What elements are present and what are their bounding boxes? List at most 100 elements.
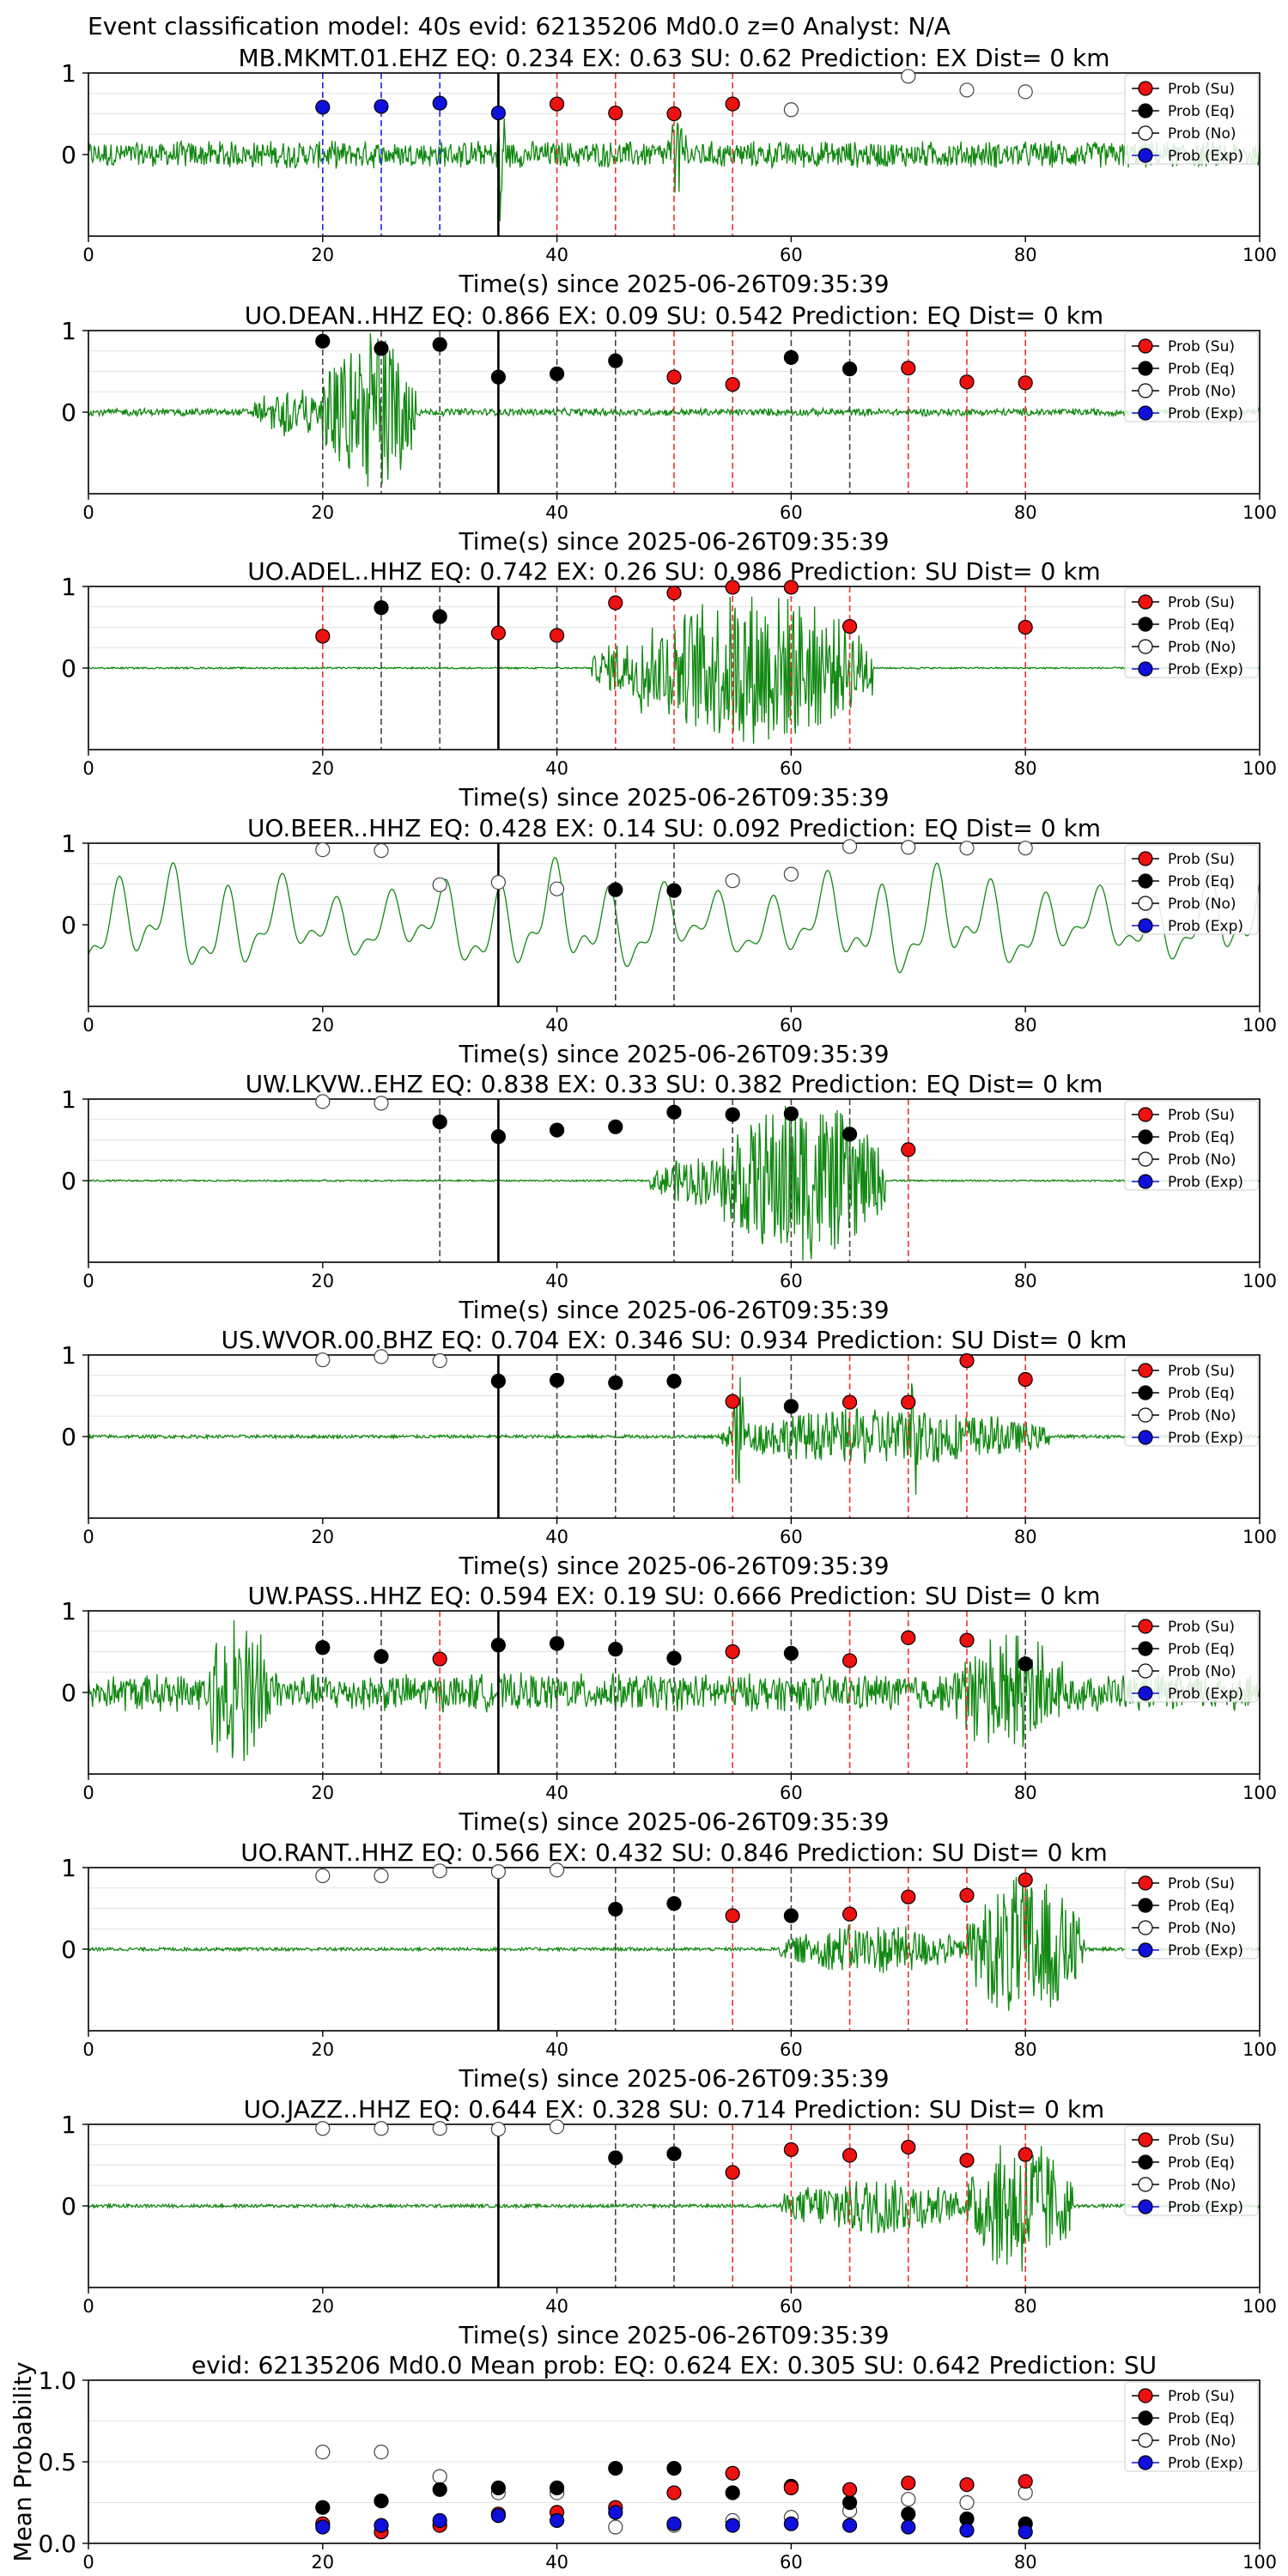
y-tick-label: 0 <box>61 1935 76 1964</box>
x-tick-label: 80 <box>1014 1527 1037 1547</box>
prob-point-su <box>901 1889 916 1905</box>
prob-point-eq <box>841 2494 858 2511</box>
prob-point-no <box>549 2119 565 2135</box>
prob-point-no <box>374 1096 389 1111</box>
x-tick-label: 80 <box>1014 1015 1037 1036</box>
legend-label: Prob (Exp) <box>1168 148 1243 165</box>
prob-point-eq <box>725 1107 740 1122</box>
seismic-trace <box>88 2145 1261 2272</box>
legend-label: Prob (Eq) <box>1168 1129 1235 1146</box>
prob-point-su <box>959 2153 975 2168</box>
prob-point-su <box>608 105 623 121</box>
legend-label: Prob (Su) <box>1168 1875 1235 1893</box>
prob-point-no <box>959 82 975 98</box>
prob-point-no <box>901 69 916 84</box>
panel-title: UO.RANT..HHZ EQ: 0.566 EX: 0.432 SU: 0.8… <box>240 1838 1108 1867</box>
prob-point-su <box>725 96 740 112</box>
panel-9: UO.JAZZ..HHZ EQ: 0.644 EX: 0.328 SU: 0.7… <box>61 2095 1277 2349</box>
panel-1: MB.MKMT.01.EHZ EQ: 0.234 EX: 0.63 SU: 0.… <box>61 44 1277 298</box>
y-tick-label: 1.0 <box>38 2366 76 2395</box>
x-tick-label: 40 <box>545 1783 568 1803</box>
prob-point-exp <box>1018 2524 1033 2540</box>
prob-point-eq <box>432 2482 447 2497</box>
y-tick-label: 0.0 <box>38 2530 76 2558</box>
legend-box <box>1124 587 1259 678</box>
x-tick-label: 0 <box>82 502 94 523</box>
legend-marker-eq <box>1138 873 1153 889</box>
legend-label: Prob (Su) <box>1168 2132 1235 2149</box>
prob-point-eq <box>783 1645 799 1662</box>
prob-point-eq <box>315 333 331 349</box>
prob-point-su <box>901 2476 916 2491</box>
panel-title: evid: 62135206 Md0.0 Mean prob: EQ: 0.62… <box>191 2351 1157 2379</box>
prob-point-su <box>959 1353 975 1369</box>
panel-title: MB.MKMT.01.EHZ EQ: 0.234 EX: 0.63 SU: 0.… <box>238 44 1109 72</box>
prob-point-eq <box>783 1106 799 1121</box>
prob-point-su <box>901 361 916 376</box>
prob-point-eq <box>666 1373 682 1389</box>
legend-marker-no <box>1138 1407 1153 1423</box>
x-tick-label: 80 <box>1014 2296 1037 2317</box>
prob-point-eq <box>666 2461 682 2476</box>
prob-point-su <box>841 1394 858 1410</box>
prob-point-su <box>959 1887 975 1903</box>
legend-label: Prob (No) <box>1168 383 1236 400</box>
prob-point-exp <box>490 2508 507 2524</box>
y-tick-label: 0 <box>61 1679 76 1707</box>
legend-label: Prob (Su) <box>1168 594 1235 611</box>
prob-point-eq <box>490 1129 507 1145</box>
prob-point-exp <box>608 2505 623 2520</box>
legend-marker-exp <box>1138 148 1153 163</box>
legend-label: Prob (Eq) <box>1168 103 1235 120</box>
x-tick-label: 0 <box>82 1015 94 1036</box>
x-axis-label: Time(s) since 2025-06-26T09:35:39 <box>458 1040 889 1068</box>
x-tick-label: 20 <box>311 1015 334 1036</box>
legend-box <box>1124 1612 1259 1703</box>
prob-point-su <box>959 374 975 390</box>
legend-label: Prob (Su) <box>1168 1363 1235 1380</box>
legend-label: Prob (Exp) <box>1168 1686 1243 1703</box>
legend-marker-exp <box>1138 661 1153 677</box>
x-tick-label: 40 <box>545 1527 568 1547</box>
prob-point-su <box>1018 1371 1033 1388</box>
prob-point-eq <box>549 1122 565 1138</box>
legend-marker-no <box>1138 1151 1153 1167</box>
x-tick-label: 60 <box>780 2552 803 2573</box>
legend-marker-eq <box>1138 2410 1153 2426</box>
legend-marker-exp <box>1138 1942 1153 1958</box>
prob-point-eq <box>608 1119 623 1134</box>
prob-point-eq <box>666 1104 682 1120</box>
prob-point-no <box>901 840 916 855</box>
x-tick-label: 20 <box>311 1527 334 1547</box>
prob-point-su <box>1018 375 1033 391</box>
legend-label: Prob (No) <box>1168 125 1236 143</box>
legend-label: Prob (No) <box>1168 896 1236 913</box>
prob-point-su <box>725 580 740 595</box>
prob-point-su <box>725 377 740 392</box>
y-tick-label: 1 <box>61 1854 76 1882</box>
y-tick-label: 0 <box>61 1167 76 1195</box>
legend-label: Prob (Su) <box>1168 338 1235 355</box>
prob-point-su <box>666 106 682 122</box>
legend-marker-exp <box>1138 1686 1153 1701</box>
prob-point-eq <box>549 2480 565 2495</box>
prob-point-no <box>959 2494 975 2511</box>
prob-point-exp <box>315 100 331 115</box>
legend-marker-no <box>1138 1920 1153 1935</box>
suptitle: Event classification model: 40s evid: 62… <box>88 12 951 40</box>
x-tick-label: 60 <box>780 502 803 523</box>
prob-point-eq <box>666 2146 682 2161</box>
y-tick-label: 0.5 <box>38 2448 76 2476</box>
legend-label: Prob (Exp) <box>1168 1942 1243 1959</box>
prob-point-no <box>901 2492 916 2507</box>
x-tick-label: 100 <box>1242 2039 1277 2060</box>
x-tick-label: 0 <box>82 2039 94 2060</box>
prob-point-no <box>490 874 507 890</box>
legend-marker-exp <box>1138 2199 1153 2215</box>
legend-label: Prob (Su) <box>1168 2388 1235 2405</box>
prob-point-eq <box>901 2506 916 2522</box>
legend-label: Prob (Exp) <box>1168 405 1243 422</box>
prob-point-su <box>783 580 799 595</box>
x-tick-label: 0 <box>82 245 94 265</box>
panel-10: evid: 62135206 Md0.0 Mean prob: EQ: 0.62… <box>9 2351 1277 2573</box>
